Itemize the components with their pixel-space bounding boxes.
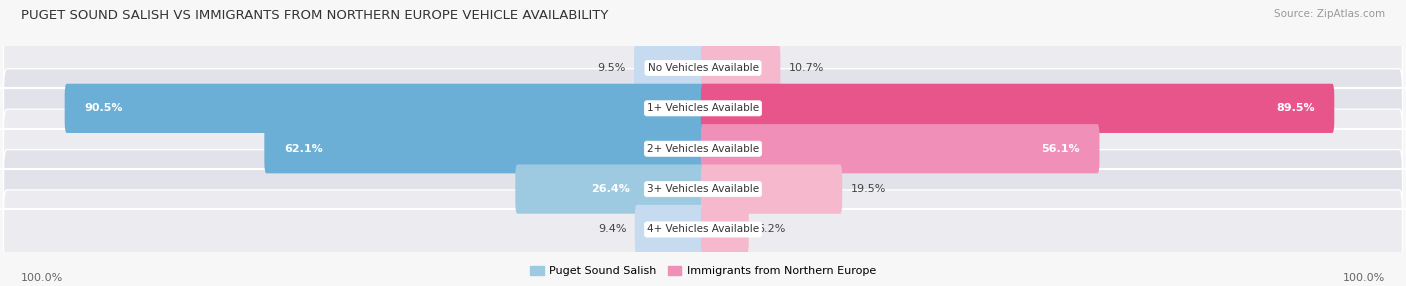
Text: 4+ Vehicles Available: 4+ Vehicles Available bbox=[647, 225, 759, 235]
Text: 100.0%: 100.0% bbox=[21, 273, 63, 283]
Text: 9.4%: 9.4% bbox=[598, 225, 627, 235]
FancyBboxPatch shape bbox=[264, 124, 706, 173]
Text: Source: ZipAtlas.com: Source: ZipAtlas.com bbox=[1274, 9, 1385, 19]
FancyBboxPatch shape bbox=[700, 43, 780, 93]
Text: 100.0%: 100.0% bbox=[1343, 273, 1385, 283]
FancyBboxPatch shape bbox=[3, 109, 1403, 188]
FancyBboxPatch shape bbox=[636, 205, 706, 254]
FancyBboxPatch shape bbox=[3, 150, 1403, 229]
Text: 19.5%: 19.5% bbox=[851, 184, 886, 194]
Text: PUGET SOUND SALISH VS IMMIGRANTS FROM NORTHERN EUROPE VEHICLE AVAILABILITY: PUGET SOUND SALISH VS IMMIGRANTS FROM NO… bbox=[21, 9, 609, 21]
FancyBboxPatch shape bbox=[3, 190, 1403, 269]
FancyBboxPatch shape bbox=[515, 164, 706, 214]
Text: 89.5%: 89.5% bbox=[1277, 103, 1315, 113]
Text: 90.5%: 90.5% bbox=[84, 103, 122, 113]
FancyBboxPatch shape bbox=[700, 84, 1334, 133]
Text: 1+ Vehicles Available: 1+ Vehicles Available bbox=[647, 103, 759, 113]
FancyBboxPatch shape bbox=[3, 69, 1403, 148]
FancyBboxPatch shape bbox=[700, 124, 1099, 173]
Text: 56.1%: 56.1% bbox=[1042, 144, 1080, 154]
FancyBboxPatch shape bbox=[65, 84, 704, 133]
Text: No Vehicles Available: No Vehicles Available bbox=[648, 63, 758, 73]
Legend: Puget Sound Salish, Immigrants from Northern Europe: Puget Sound Salish, Immigrants from Nort… bbox=[526, 261, 880, 281]
FancyBboxPatch shape bbox=[634, 43, 706, 93]
Text: 9.5%: 9.5% bbox=[598, 63, 626, 73]
FancyBboxPatch shape bbox=[700, 205, 749, 254]
FancyBboxPatch shape bbox=[700, 164, 842, 214]
Text: 62.1%: 62.1% bbox=[284, 144, 323, 154]
Text: 3+ Vehicles Available: 3+ Vehicles Available bbox=[647, 184, 759, 194]
FancyBboxPatch shape bbox=[3, 28, 1403, 108]
Text: 6.2%: 6.2% bbox=[756, 225, 786, 235]
Text: 10.7%: 10.7% bbox=[789, 63, 824, 73]
Text: 2+ Vehicles Available: 2+ Vehicles Available bbox=[647, 144, 759, 154]
Text: 26.4%: 26.4% bbox=[591, 184, 630, 194]
